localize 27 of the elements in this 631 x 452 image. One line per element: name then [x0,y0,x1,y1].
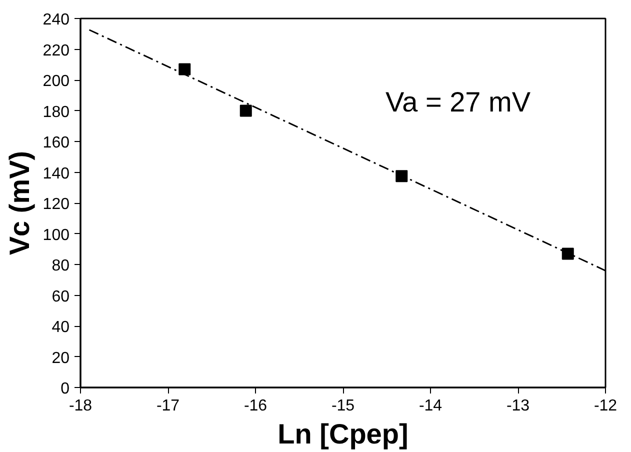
y-tick-label: 200 [42,73,70,90]
x-tick-label: -12 [594,398,618,414]
x-axis-title: Ln [Cpep] [278,418,408,450]
point [562,248,574,260]
x-tick-label: -14 [418,398,442,414]
y-tick-label: 20 [52,350,70,367]
y-tick-label: 60 [52,288,70,306]
y-tick-label: 140 [42,165,70,182]
point [240,104,252,117]
y-tick-label: 240 [42,12,70,28]
x-tick-label: -13 [506,398,530,414]
point [396,170,408,182]
y-axis-title: Vc (mV) [4,150,35,256]
y-tick-label: 40 [52,319,70,336]
y-tick-label: 180 [42,104,70,121]
x-tick-label: -17 [156,398,180,414]
x-tick-label: -16 [244,398,268,414]
annotation: Va = 27 mV [386,86,531,118]
y-tick-label: 80 [52,258,70,274]
x-tick-label: -18 [68,398,92,414]
y-tick-label: 120 [42,196,70,213]
x-tick-label: -15 [331,398,355,414]
y-tick-label: 160 [42,134,70,152]
y-tick-label: 0 [60,380,70,398]
y-tick-label: 220 [42,42,70,60]
point [178,63,191,76]
y-tick-label: 100 [42,226,70,244]
